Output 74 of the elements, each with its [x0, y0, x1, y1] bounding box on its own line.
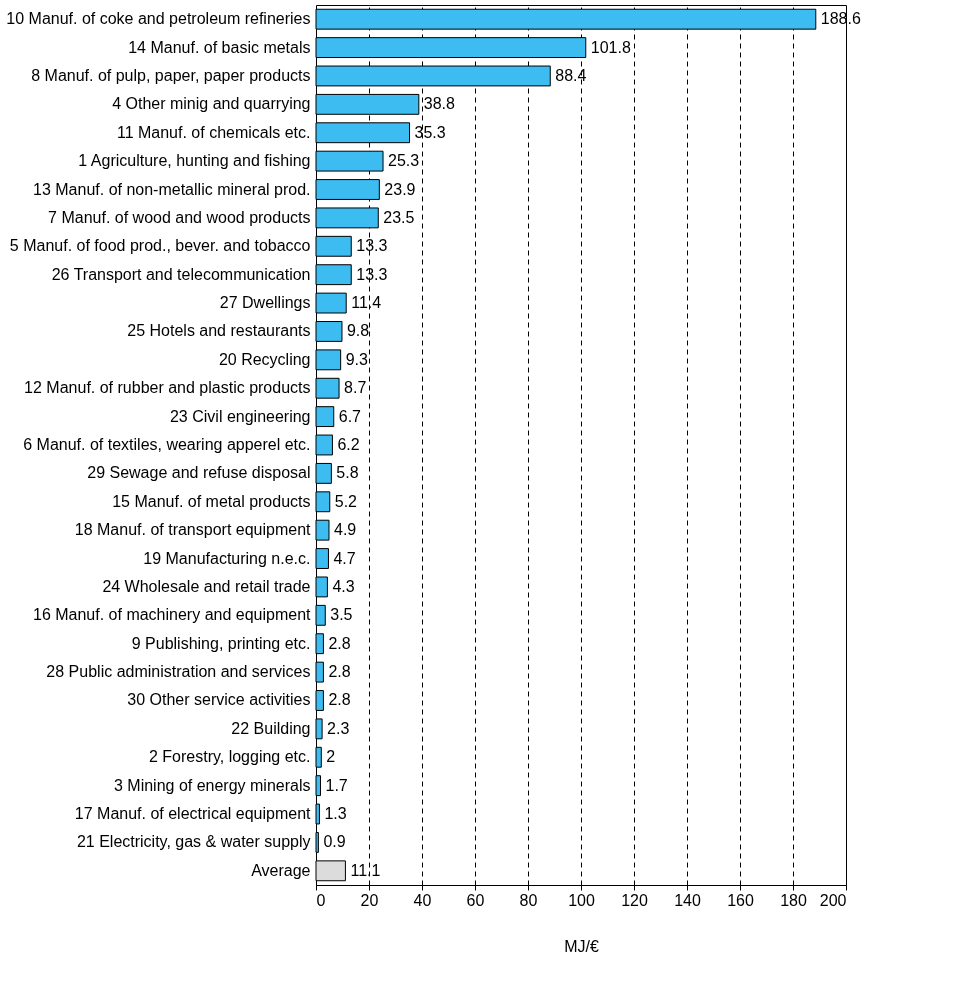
data-label: 5.2	[334, 492, 358, 510]
y-tick-label: 4 Other minig and quarrying	[112, 95, 311, 113]
data-label: 23.9	[384, 180, 416, 198]
data-label: 8.7	[344, 379, 367, 397]
data-label: 38.8	[423, 95, 456, 113]
data-label: 11.4	[351, 294, 382, 312]
data-label: 9.8	[346, 322, 370, 340]
data-label: 2	[326, 748, 336, 766]
y-tick-label: 3 Mining of energy minerals	[113, 776, 311, 794]
data-label: 2.3	[327, 719, 350, 737]
y-tick-label: 27 Dwellings	[219, 294, 311, 312]
y-tick-label: 7 Manuf. of wood and wood products	[48, 208, 311, 226]
data-label: 3.5	[330, 606, 353, 624]
x-axis-title: MJ/€	[564, 937, 599, 955]
y-tick-label: 6 Manuf. of textiles, wearing apperel etc.	[23, 436, 311, 453]
data-label: 2.8	[328, 691, 351, 709]
data-label: 5.8	[336, 464, 359, 482]
y-tick-label: 19 Manufacturing n.e.c.	[143, 549, 311, 567]
data-label: 23.5	[383, 208, 415, 226]
y-tick-label: 12 Manuf. of rubber and plastic products	[24, 379, 311, 397]
x-tick-label: 0	[316, 891, 326, 909]
x-tick-label: 40	[413, 891, 432, 909]
y-tick-label: 10 Manuf. of coke and petroleum refineries	[6, 10, 311, 28]
y-tick-label: 15 Manuf. of metal products	[112, 492, 311, 510]
y-tick-label: 24 Wholesale and retail trade	[102, 577, 311, 595]
data-label: 101.8	[590, 38, 631, 56]
data-label: 25.3	[388, 152, 420, 170]
y-tick-label: 28 Public administration and services	[46, 663, 311, 681]
x-tick-label: 100	[568, 891, 595, 909]
x-tick-label: 140	[674, 891, 701, 909]
y-tick-label: 8 Manuf. of pulp, paper, paper products	[31, 66, 311, 84]
data-label: 1.3	[324, 805, 347, 823]
data-label: 4.7	[333, 549, 356, 567]
data-label: 1.7	[325, 776, 348, 794]
data-label: 2.8	[328, 634, 351, 652]
y-tick-label: 22 Building	[231, 719, 311, 737]
data-label: 2.8	[328, 663, 351, 681]
x-tick-label: 120	[621, 891, 648, 909]
x-tick-label: 60	[466, 891, 485, 909]
data-label: 6.7	[338, 407, 362, 425]
y-tick-label: 14 Manuf. of basic metals	[128, 38, 311, 56]
y-tick-label: 9 Publishing, printing etc.	[131, 634, 311, 652]
y-tick-label: 2 Forestry, logging etc.	[148, 748, 311, 766]
y-tick-label: 1 Agriculture, hunting and fishing	[78, 152, 311, 170]
data-label: 4.3	[332, 577, 355, 595]
x-tick-label: 20	[360, 891, 379, 909]
y-tick-label: 30 Other service activities	[127, 691, 311, 709]
x-tick-label: 80	[519, 891, 538, 909]
data-label: 88.4	[555, 66, 587, 84]
data-label: 13.3	[356, 237, 388, 255]
data-label: 35.3	[414, 123, 446, 141]
x-tick-label: 160	[727, 891, 754, 909]
y-tick-label: 21 Electricity, gas & water supply	[76, 833, 311, 851]
data-label: 6.2	[337, 436, 360, 453]
y-tick-label: 11 Manuf. of chemicals etc.	[116, 123, 311, 141]
data-label: 9.3	[345, 350, 368, 368]
data-label: 11.1	[350, 861, 381, 879]
y-tick-label: 13 Manuf. of non-metallic mineral prod.	[33, 180, 311, 198]
data-label: 13.3	[356, 265, 388, 283]
y-tick-label: 26 Transport and telecommunication	[51, 265, 311, 283]
x-tick-label: 180	[780, 891, 807, 909]
y-tick-label: 25 Hotels and restaurants	[127, 322, 311, 340]
y-tick-label: 29 Sewage and refuse disposal	[87, 464, 311, 482]
data-label: 4.9	[333, 521, 357, 539]
y-tick-label: 23 Civil engineering	[169, 407, 311, 425]
bar	[315, 292, 347, 314]
data-label: 0.9	[323, 833, 346, 851]
y-tick-label: 17 Manuf. of electrical equipment	[74, 805, 312, 823]
y-tick-label: 18 Manuf. of transport equipment	[74, 521, 312, 539]
y-tick-label: 16 Manuf. of machinery and equipment	[33, 606, 312, 624]
x-tick-label: 200	[819, 891, 847, 909]
y-tick-label: 20 Recycling	[218, 350, 311, 368]
y-tick-label: 5 Manuf. of food prod., bever. and tobacco	[9, 237, 311, 255]
y-tick-label: Average	[251, 861, 311, 879]
